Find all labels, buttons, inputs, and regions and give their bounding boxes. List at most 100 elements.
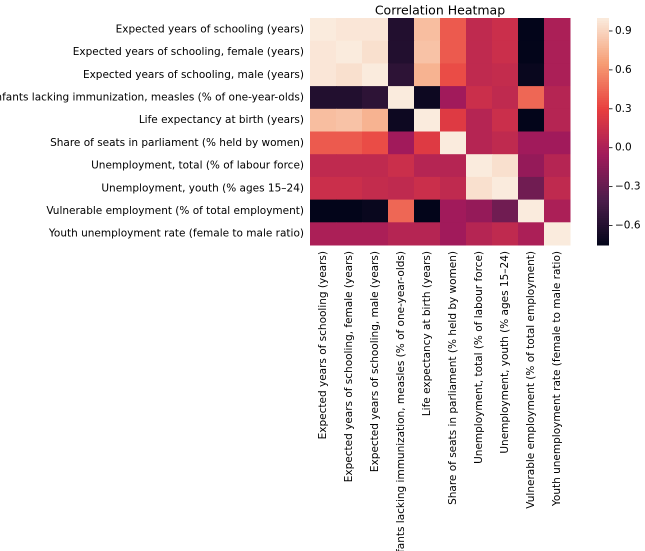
heatmap-cell [466,131,493,155]
colorbar-segment [597,176,609,180]
colorbar-segment [597,38,609,42]
y-tick-label: Life expectancy at birth (years) [139,114,304,126]
colorbar-segment [597,199,609,203]
colorbar-segment [597,45,609,49]
colorbar-segment [597,29,609,33]
heatmap-cell [440,18,467,42]
heatmap-cell [518,199,545,223]
colorbar-segment [597,72,609,76]
y-tick-label: Vulnerable employment (% of total employ… [46,205,304,217]
heatmap-cell [466,40,493,64]
x-tick-label: Share of seats in parliament (% held by … [447,251,459,505]
colorbar-tick-label: 0.0 [615,142,632,154]
heatmap-cell [492,199,519,223]
heatmap-cell [388,154,415,178]
colorbar-segment [597,88,609,92]
heatmap-cell [518,131,545,155]
colorbar-segment [597,129,609,132]
heatmap-cell [388,63,415,87]
heatmap-cell [336,40,363,64]
colorbar-segment [597,224,609,228]
colorbar-segment [597,172,609,176]
heatmap-cell [492,63,519,87]
heatmap-cell [362,86,389,110]
colorbar-segment [597,154,609,157]
heatmap-cell [388,131,415,155]
heatmap-cell [310,108,337,132]
colorbar-segment [597,63,609,67]
x-tick-label: Unemployment, youth (% ages 15–24) [499,251,511,454]
colorbar-segment [597,49,609,53]
heatmap-cell [310,154,337,178]
colorbar-segment [597,217,609,221]
y-tick-label: Infants lacking immunization, measles (%… [0,91,304,103]
y-tick-label: Youth unemployment rate (female to male … [48,228,304,240]
colorbar-segment [597,231,609,235]
heatmap-cell [466,63,493,87]
colorbar-segment [597,74,609,78]
colorbar-segment [597,77,609,80]
heatmap-cell [362,63,389,87]
colorbar-segment [597,145,609,148]
colorbar-segment [597,104,609,108]
colorbar-segment [597,124,609,128]
heatmap-cell [518,63,545,87]
colorbar-segment [597,192,609,196]
colorbar-tick-label: −0.6 [615,220,641,232]
heatmap-cell [466,222,493,246]
heatmap-cell [492,108,519,132]
heatmap-cell [518,86,545,110]
heatmap-cell [310,18,337,42]
heatmap-cell [518,222,545,246]
heatmap-cell [414,154,441,178]
heatmap-cell [336,154,363,178]
heatmap-cell [466,18,493,42]
heatmap-cell [362,40,389,64]
heatmap-cell [414,131,441,155]
colorbar-segment [597,210,609,214]
heatmap-cell [440,176,467,201]
heatmap-cell [336,176,363,201]
colorbar-segment [597,158,609,162]
y-tick-label: Unemployment, total (% of labour force) [91,160,304,172]
y-tick-label: Expected years of schooling (years) [116,23,304,35]
colorbar-segment [597,161,609,164]
heatmap-cell [388,86,415,110]
colorbar-segment [597,235,609,239]
heatmap-cell [492,86,519,110]
heatmap-cell [544,199,571,223]
colorbar-segment [597,142,609,146]
colorbar-segment [597,140,609,144]
heatmap-cell [414,18,441,42]
colorbar-segment [597,151,609,155]
colorbar-segment [597,52,609,55]
heatmap-cell [544,86,571,110]
colorbar-segment [597,179,609,182]
x-tick-label: Expected years of schooling, male (years… [369,251,381,472]
heatmap-cell [336,222,363,246]
heatmap-cell [466,86,493,110]
colorbar-segment [597,40,609,44]
heatmap-cell [492,176,519,201]
x-tick-label: Unemployment, total (% of labour force) [473,251,485,464]
colorbar-segment [597,120,609,123]
heatmap-cell [544,18,571,42]
colorbar-segment [597,149,609,153]
colorbar-segment [597,147,609,151]
heatmap-cell [440,40,467,64]
heatmap-cell [544,222,571,246]
colorbar-segment [597,101,609,105]
heatmap-cell [336,131,363,155]
heatmap-cell [544,131,571,155]
colorbar-segment [597,208,609,212]
y-tick-label: Expected years of schooling, male (years… [83,69,304,81]
heatmap-cell [492,40,519,64]
heatmap-cell [492,154,519,178]
colorbar-segment [597,195,609,198]
heatmap-cell [388,176,415,201]
colorbar-segment [597,240,609,244]
colorbar-segment [597,58,609,62]
heatmap-cell [518,154,545,178]
heatmap-cell [336,86,363,110]
